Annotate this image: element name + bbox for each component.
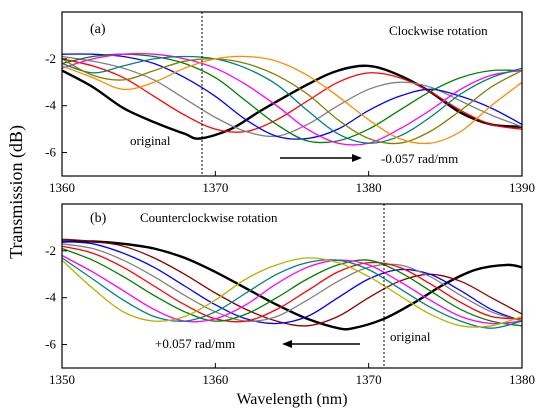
panel-a-ticks: 1360 1370 1380 1390 -2 -4 -6 [45, 51, 535, 195]
panel-b-y-tick-label: -4 [45, 290, 56, 305]
x-axis-label: Wavelength (nm) [236, 391, 347, 408]
panel-a-series-line-4 [61, 53, 523, 140]
panel-b-original-label: original [390, 329, 431, 344]
panel-a-label: (a) [90, 22, 106, 37]
panel-b-x-tick-label: 1360 [202, 372, 228, 387]
panel-b-series-line-4 [61, 243, 523, 322]
panel-b-y-tick-label: -2 [45, 243, 56, 258]
panel-a-shift-label: -0.057 rad/mm [381, 151, 458, 166]
panel-b-x-tick-label: 1380 [509, 372, 535, 387]
panel-b-series-line-5 [61, 245, 523, 323]
panel-a-shift-arrowhead [352, 154, 362, 162]
panel-a-frame [61, 11, 523, 177]
panel-a-title: Clockwise rotation [389, 23, 488, 38]
panel-b-shift-arrowhead [282, 340, 292, 348]
panel-b-y-tick-label: -6 [45, 337, 56, 352]
panel-a-original-label: original [130, 133, 171, 148]
panel-a-series-line-2 [61, 58, 523, 133]
panel-a-series-line-5 [61, 53, 523, 144]
panel-b-series-line-7 [61, 254, 523, 325]
panel-a-y-tick-label: -4 [45, 98, 56, 113]
panel-b-title: Counterclockwise rotation [140, 210, 278, 225]
panel-a-series-line-1 [61, 64, 523, 140]
panel-a-series-line-8 [61, 58, 523, 145]
panel-a-series-line-9 [61, 55, 523, 145]
panel-a-series-line-3 [61, 55, 523, 138]
panel-a-x-tick-label: 1390 [509, 180, 535, 195]
panel-b-frame [61, 203, 523, 369]
panel-a-x-tick-label: 1370 [202, 180, 228, 195]
panel-b: 1350 1360 1370 1380 -2 -4 -6 (b) Counterclockw… [45, 203, 535, 387]
panel-a-series-line-7 [61, 55, 523, 144]
panel-b-series-line-2 [61, 238, 523, 327]
panel-b-ticks: 1350 1360 1370 1380 -2 -4 -6 [45, 243, 535, 387]
panel-b-shift-label: +0.057 rad/mm [155, 336, 235, 351]
panel-b-series-line-3 [61, 240, 523, 325]
panel-b-x-tick-label: 1370 [356, 372, 382, 387]
panel-b-x-tick-label: 1350 [49, 372, 75, 387]
panel-b-series-line-8 [61, 257, 523, 329]
panel-a: 1360 1370 1380 1390 -2 -4 -6 (a) Clockwise rot… [45, 11, 535, 195]
panel-b-series-line-9 [61, 257, 523, 328]
panel-a-y-tick-label: -6 [45, 145, 56, 160]
panel-a-y-tick-label: -2 [45, 51, 56, 66]
panel-a-series-line-6 [61, 52, 523, 146]
panel-b-plot-area [61, 238, 523, 331]
panel-a-x-tick-label: 1380 [356, 180, 382, 195]
panel-b-label: (b) [90, 211, 107, 226]
panel-a-plot-area [61, 52, 523, 146]
panel-b-series-line-6 [61, 247, 523, 327]
panel-a-x-tick-label: 1360 [49, 180, 75, 195]
y-axis-label: Transmission (dB) [6, 125, 27, 259]
